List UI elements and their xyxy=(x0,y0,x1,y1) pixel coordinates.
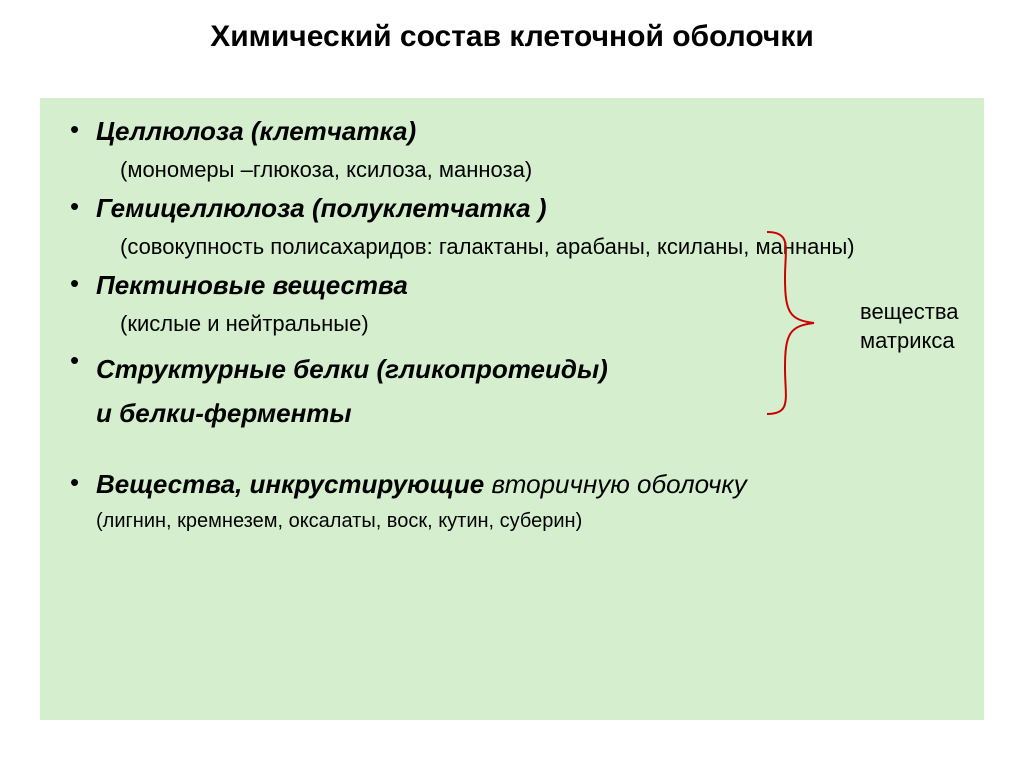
item-sub: (совокупность полисахаридов: галактаны, … xyxy=(96,234,964,260)
slide-title: Химический состав клеточной оболочки xyxy=(0,20,1024,54)
item-head: Вещества, инкрустирующие вторичную оболо… xyxy=(96,469,747,499)
item-head-cont: вторичную xyxy=(484,469,637,499)
list-item: Структурные белки (гликопротеиды) и белк… xyxy=(60,347,964,435)
content-panel: Целлюлоза (клетчатка) (мономеры –глюкоза… xyxy=(40,98,984,720)
list-item: Вещества, инкрустирующие вторичную оболо… xyxy=(60,469,964,533)
item-head: Структурные белки (гликопротеиды) и белк… xyxy=(96,354,608,428)
item-head-tail: оболочку xyxy=(637,469,747,499)
item-sub: (мономеры –глюкоза, ксилоза, манноза) xyxy=(96,157,964,183)
list-item: Целлюлоза (клетчатка) (мономеры –глюкоза… xyxy=(60,116,964,183)
item-head: Гемицеллюлоза (полуклетчатка ) xyxy=(96,193,547,223)
item-head: Пектиновые вещества xyxy=(96,270,408,300)
list-item: Гемицеллюлоза (полуклетчатка ) (совокупн… xyxy=(60,193,964,260)
item-sub: (лигнин, кремнезем, оксалаты, воск, кути… xyxy=(96,510,964,533)
item-head-part: Вещества, инкрустирующие xyxy=(96,469,484,499)
brace-annotation: вещества матрикса xyxy=(860,298,959,355)
list-item: Пектиновые вещества (кислые и нейтральны… xyxy=(60,270,964,337)
slide: Химический состав клеточной оболочки Цел… xyxy=(0,0,1024,768)
item-head: Целлюлоза (клетчатка) xyxy=(96,116,416,146)
item-sub: (кислые и нейтральные) xyxy=(96,311,964,337)
bullet-list: Целлюлоза (клетчатка) (мономеры –глюкоза… xyxy=(60,116,964,533)
